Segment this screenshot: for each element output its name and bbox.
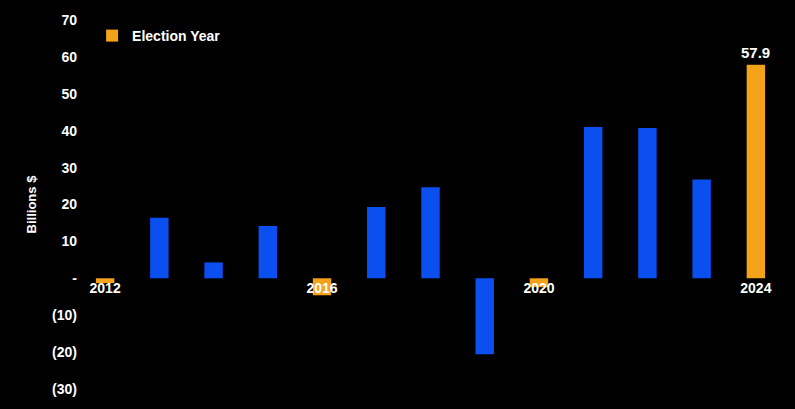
svg-text:2024: 2024 [740, 280, 771, 296]
svg-text:2020: 2020 [523, 280, 554, 296]
svg-text:20: 20 [61, 196, 77, 212]
svg-text:Billions $: Billions $ [24, 175, 39, 234]
svg-text:2016: 2016 [306, 280, 337, 296]
svg-text:70: 70 [61, 12, 77, 28]
svg-text:2012: 2012 [90, 280, 121, 296]
svg-text:50: 50 [61, 86, 77, 102]
svg-text:-: - [72, 270, 77, 286]
svg-text:57.9: 57.9 [741, 44, 770, 61]
svg-text:40: 40 [61, 123, 77, 139]
svg-text:(10): (10) [52, 307, 77, 323]
svg-text:(30): (30) [52, 381, 77, 397]
svg-text:(20): (20) [52, 344, 77, 360]
svg-text:10: 10 [61, 233, 77, 249]
svg-text:30: 30 [61, 160, 77, 176]
svg-text:Election Year: Election Year [132, 28, 220, 44]
svg-text:60: 60 [61, 49, 77, 65]
